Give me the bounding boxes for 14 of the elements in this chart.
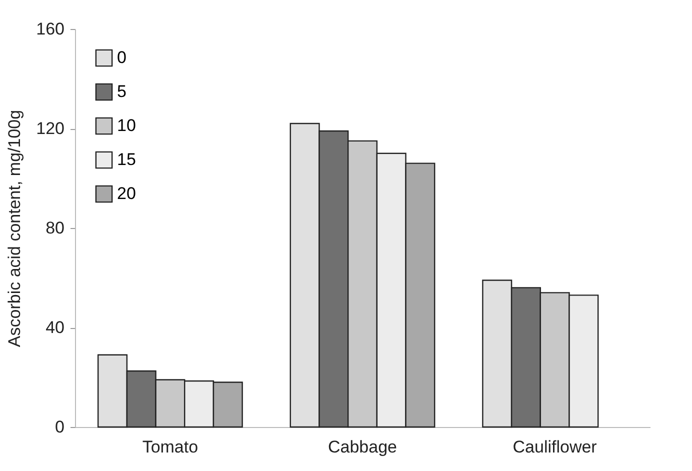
legend-label: 10	[117, 116, 136, 135]
x-tick-label: Tomato	[142, 438, 198, 456]
legend-label: 20	[117, 184, 136, 203]
x-tick-label: Cabbage	[328, 438, 398, 456]
legend-label: 15	[117, 150, 136, 169]
y-tick-label: 0	[55, 418, 64, 436]
legend-label: 0	[117, 48, 126, 67]
y-tick-label: 160	[36, 20, 64, 38]
y-tick-label: 40	[46, 318, 64, 337]
x-tick-label: Cauliflower	[512, 438, 598, 456]
legend-label: 5	[117, 82, 126, 101]
y-tick-label: 80	[46, 218, 64, 238]
y-axis-title: Ascorbic acid content, mg/100g	[5, 110, 24, 348]
y-tick-label: 120	[36, 119, 64, 138]
